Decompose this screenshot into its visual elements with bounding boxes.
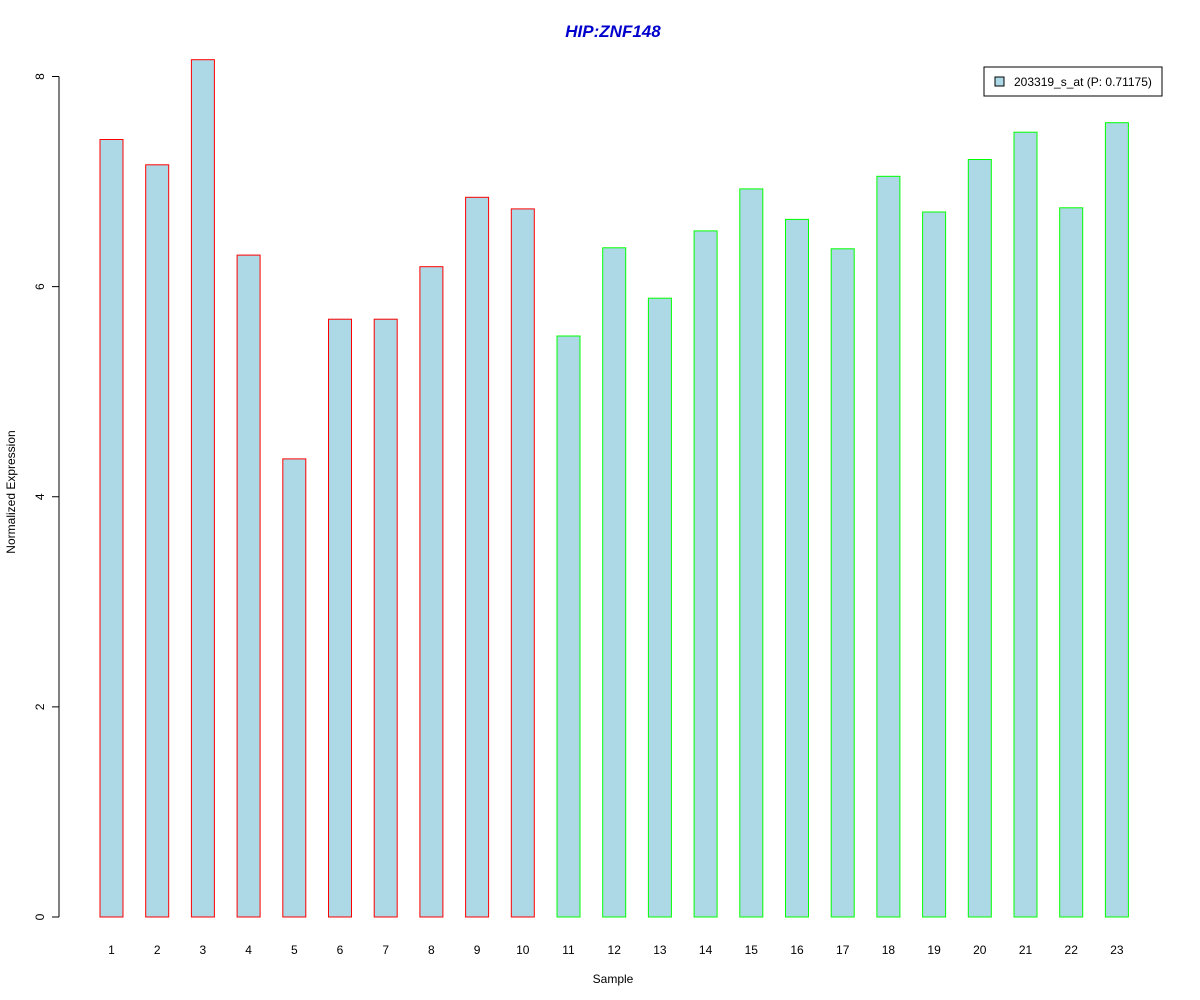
x-tick-label: 16 — [790, 943, 804, 957]
bar-sample-17 — [830, 248, 855, 918]
x-tick-label: 22 — [1065, 943, 1079, 957]
x-axis-title: Sample — [593, 972, 634, 986]
x-tick-label: 6 — [337, 943, 344, 957]
x-tick-label: 23 — [1110, 943, 1124, 957]
x-tick-label: 13 — [653, 943, 667, 957]
y-axis: 0 2 4 6 8 — [33, 73, 60, 920]
bar-sample-12 — [602, 247, 627, 918]
bar-sample-7 — [373, 318, 398, 918]
legend-box — [983, 66, 1163, 97]
y-tick-label: 6 — [33, 283, 47, 290]
x-tick-label: 7 — [382, 943, 389, 957]
bar-sample-2 — [145, 164, 170, 918]
bar-sample-3 — [190, 59, 215, 918]
bar-sample-4 — [236, 254, 261, 918]
x-tick-label: 15 — [745, 943, 759, 957]
bar-sample-20 — [967, 159, 992, 918]
bar-sample-14 — [693, 230, 718, 918]
bar-sample-21 — [1013, 131, 1038, 918]
bar-sample-6 — [328, 318, 352, 918]
legend-swatch — [994, 76, 1005, 87]
bar-sample-8 — [419, 266, 444, 918]
bar-sample-23 — [1104, 122, 1129, 918]
legend: 203319_s_at (P: 0.71175) — [983, 66, 1163, 97]
x-tick-label: 3 — [200, 943, 207, 957]
x-tick-label: 18 — [882, 943, 896, 957]
y-axis-title: Normalized Expression — [4, 430, 18, 553]
bar-sample-5 — [282, 458, 307, 918]
x-tick-label: 4 — [245, 943, 252, 957]
bar-sample-19 — [922, 211, 947, 918]
bar-sample-10 — [510, 208, 535, 918]
legend-label: 203319_s_at (P: 0.71175) — [1014, 75, 1152, 89]
x-tick-label: 5 — [291, 943, 298, 957]
y-tick-label: 2 — [33, 703, 47, 710]
x-tick-label: 14 — [699, 943, 713, 957]
chart-title: HIP:ZNF148 — [565, 22, 661, 41]
y-tick-label: 8 — [33, 73, 47, 80]
bars-group — [99, 59, 1129, 918]
x-tick-label: 10 — [516, 943, 530, 957]
x-tick-label: 9 — [474, 943, 481, 957]
y-tick-label: 0 — [33, 913, 47, 920]
x-tick-label: 20 — [973, 943, 987, 957]
y-tick-label: 4 — [33, 493, 47, 500]
x-tick-label: 21 — [1019, 943, 1033, 957]
bar-sample-1 — [99, 139, 124, 918]
x-tick-labels: 1 2 3 4 5 6 7 8 9 10 11 12 13 14 15 16 17 18 19 20 21 22 23 — [108, 943, 1124, 957]
bar-sample-15 — [739, 188, 764, 918]
bar-sample-9 — [465, 196, 490, 918]
bar-sample-11 — [556, 335, 581, 918]
bar-sample-13 — [647, 297, 672, 918]
x-tick-label: 8 — [428, 943, 435, 957]
bar-sample-16 — [785, 218, 809, 918]
x-tick-label: 2 — [154, 943, 161, 957]
x-tick-label: 19 — [927, 943, 941, 957]
bar-sample-18 — [876, 175, 901, 918]
x-tick-label: 11 — [562, 943, 575, 957]
bar-sample-22 — [1059, 207, 1084, 918]
x-tick-label: 17 — [836, 943, 850, 957]
x-tick-label: 12 — [608, 943, 622, 957]
x-tick-label: 1 — [108, 943, 115, 957]
